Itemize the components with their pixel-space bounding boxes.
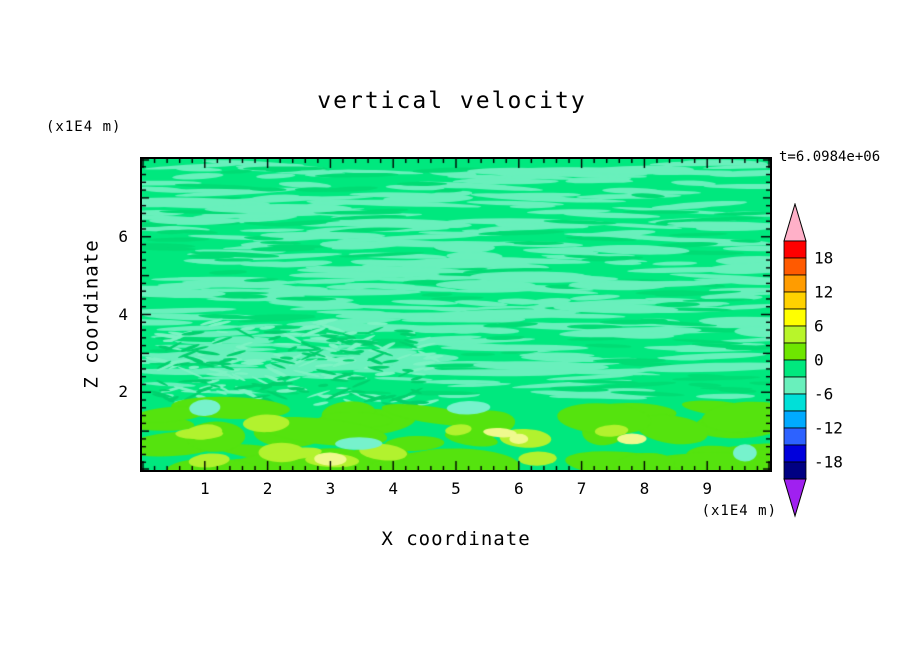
colorbar-segment — [783, 240, 807, 259]
colorbar-label: 6 — [814, 317, 824, 336]
x-tick-label: 1 — [199, 479, 210, 498]
contour-canvas — [142, 159, 770, 470]
x-tick-label: 8 — [639, 479, 650, 498]
colorbar-label: -6 — [814, 385, 833, 404]
y-tick-label: 6 — [118, 226, 128, 246]
x-tick-label: 6 — [513, 479, 524, 498]
time-annotation: t=6.0984e+06 — [779, 149, 881, 165]
colorbar-segment — [783, 393, 807, 412]
colorbar-segment — [783, 325, 807, 344]
colorbar-label: -18 — [814, 453, 843, 472]
colorbar-label: 18 — [814, 249, 833, 268]
x-tick-label: 4 — [388, 479, 398, 498]
y-tick-label: 4 — [118, 304, 128, 324]
x-axis-label: X coordinate — [381, 528, 531, 550]
x-axis-unit: (x1E4 m) — [701, 503, 777, 519]
colorbar-segment — [783, 376, 807, 395]
colorbar-label: 12 — [814, 283, 833, 302]
colorbar-segment — [783, 461, 807, 480]
x-tick-label: 7 — [576, 479, 587, 498]
y-axis-unit: (x1E4 m) — [46, 119, 122, 135]
colorbar: 18 12 6 0 -6 -12 -18 — [783, 203, 843, 518]
colorbar-segment — [783, 410, 807, 429]
colorbar-segment — [783, 308, 807, 327]
colorbar-segment — [783, 427, 807, 446]
x-tick-label: 9 — [702, 479, 712, 498]
colorbar-arrow-bottom — [783, 478, 807, 518]
y-tick-label: 2 — [118, 382, 128, 402]
colorbar-label: -12 — [814, 419, 843, 438]
colorbar-segment — [783, 359, 807, 378]
colorbar-segment — [783, 274, 807, 293]
colorbar-segment — [783, 444, 807, 463]
colorbar-arrow-top — [783, 203, 807, 242]
x-tick-label: 3 — [325, 479, 336, 498]
colorbar-segment — [783, 257, 807, 276]
colorbar-segment — [783, 291, 807, 310]
colorbar-label: 0 — [814, 351, 824, 370]
plot-frame — [140, 157, 772, 472]
x-tick-label: 5 — [451, 479, 461, 498]
x-tick-label: 2 — [262, 479, 273, 498]
colorbar-segment — [783, 342, 807, 361]
plot-title: vertical velocity — [317, 88, 587, 114]
